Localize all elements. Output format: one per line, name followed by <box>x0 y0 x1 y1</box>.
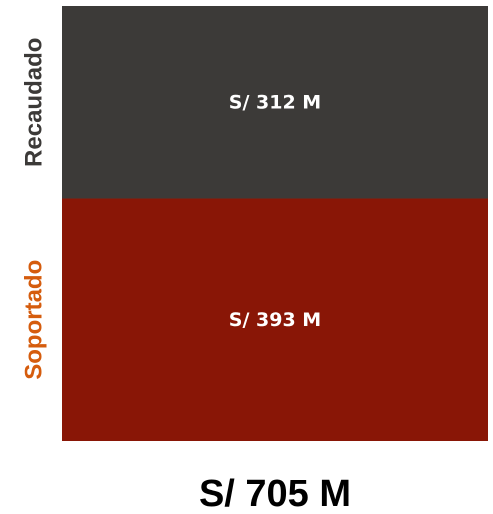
data-label-soportado: S/ 393 M <box>229 309 321 331</box>
series-label-soportado: Soportado <box>21 260 48 380</box>
total-label: S/ 705 M <box>199 473 351 514</box>
bar-segment-soportado <box>62 198 488 441</box>
series-label-recaudado: Recaudado <box>21 38 48 167</box>
data-label-recaudado: S/ 312 M <box>229 91 321 113</box>
bar-segment-recaudado <box>62 6 488 199</box>
